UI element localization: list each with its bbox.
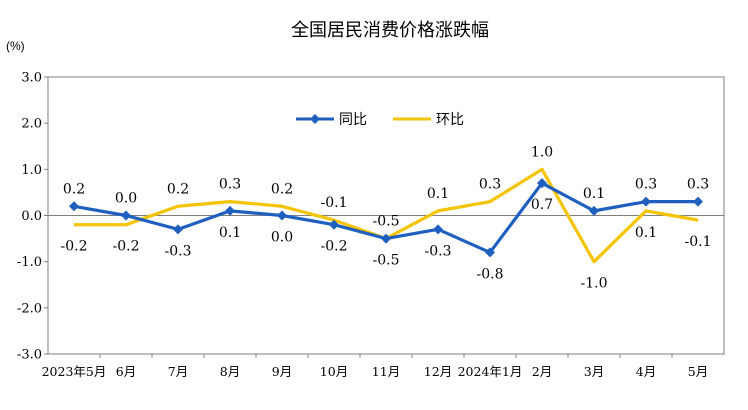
data-label-yoy: 0.1 (219, 225, 241, 241)
data-label-mom: 0.1 (427, 186, 449, 202)
x-tick-label: 3月 (584, 364, 604, 379)
data-label-yoy: 0.3 (687, 177, 709, 193)
y-tick-label: -3.0 (17, 348, 42, 363)
x-tick-label: 11月 (372, 364, 400, 379)
x-tick-label: 10月 (320, 364, 348, 379)
data-point-yoy (693, 196, 703, 207)
data-point-yoy (121, 210, 131, 221)
data-label-yoy: 0.1 (583, 186, 605, 202)
data-point-yoy (329, 219, 339, 230)
data-label-mom: -0.1 (321, 195, 348, 211)
data-label-yoy: 0.0 (271, 230, 293, 246)
y-tick-label: -1.0 (17, 255, 42, 270)
data-labels: 0.2 0.0 -0.3 0.1 0.0 -0.2 -0.5 -0.3 -0.8 0.7 0.1 0.… (61, 144, 712, 291)
y-tick-label: 1.0 (21, 163, 42, 178)
legend: 同比 环比 (296, 112, 464, 128)
data-label-mom: -0.2 (61, 239, 88, 255)
data-label-yoy: -0.5 (373, 253, 400, 269)
data-label-mom: 0.2 (167, 181, 189, 197)
data-point-yoy (433, 224, 443, 235)
data-label-yoy: -0.3 (425, 243, 452, 259)
data-point-yoy (173, 224, 183, 235)
data-label-yoy: 0.7 (531, 197, 553, 213)
data-point-yoy (381, 233, 391, 244)
y-axis-unit: (%) (6, 39, 25, 53)
data-label-mom: -0.5 (373, 214, 400, 230)
x-tick-label: 5月 (688, 364, 708, 379)
y-tick-label: 2.0 (21, 117, 42, 132)
data-label-yoy: 0.3 (635, 177, 657, 193)
legend-label-mom: 环比 (436, 112, 464, 128)
chart-title: 全国居民消费价格涨跌幅 (291, 20, 489, 41)
data-point-yoy (485, 247, 495, 258)
data-label-mom: -0.2 (113, 239, 140, 255)
x-axis-ticks: 2023年5月 6月 7月 8月 9月 10月 11月 12月 2024年1月 2月 3月 4月 5月 (42, 354, 708, 379)
legend-item-yoy: 同比 (296, 112, 367, 128)
data-label-mom: -0.1 (685, 234, 712, 250)
x-tick-label: 7月 (168, 364, 188, 379)
data-point-yoy (537, 178, 547, 189)
data-label-mom: 0.3 (219, 177, 241, 193)
legend-label-yoy: 同比 (339, 112, 367, 128)
x-tick-label: 12月 (424, 364, 452, 379)
x-tick-label: 2024年1月 (458, 364, 523, 379)
legend-item-mom: 环比 (393, 112, 464, 128)
data-label-yoy: 0.0 (115, 191, 137, 207)
y-tick-label: -2.0 (17, 301, 42, 316)
data-point-yoy (589, 205, 599, 216)
data-label-mom: 1.0 (531, 144, 553, 160)
x-tick-label: 6月 (116, 364, 136, 379)
data-label-yoy: -0.3 (165, 243, 192, 259)
data-label-mom: 0.3 (479, 177, 501, 193)
legend-marker-yoy (310, 114, 320, 124)
y-tick-label: 0.0 (21, 209, 42, 224)
data-label-mom: -1.0 (581, 276, 608, 292)
data-label-mom: 0.1 (635, 225, 657, 241)
data-point-yoy (69, 201, 79, 212)
data-point-yoy (641, 196, 651, 207)
x-tick-label: 9月 (272, 364, 292, 379)
y-axis-ticks: 3.0 2.0 1.0 0.0 -1.0 -2.0 -3.0 (17, 71, 48, 363)
data-point-yoy (225, 205, 235, 216)
data-point-yoy (277, 210, 287, 221)
data-label-mom: 0.2 (271, 181, 293, 197)
data-label-yoy: -0.8 (477, 266, 504, 282)
series-group (69, 167, 703, 264)
x-tick-label: 4月 (636, 364, 656, 379)
y-tick-label: 3.0 (21, 71, 42, 86)
x-tick-label: 8月 (220, 364, 240, 379)
x-tick-label: 2月 (532, 364, 552, 379)
data-label-yoy: 0.2 (63, 181, 85, 197)
data-label-yoy: -0.2 (321, 239, 348, 255)
x-tick-label: 2023年5月 (42, 364, 107, 379)
